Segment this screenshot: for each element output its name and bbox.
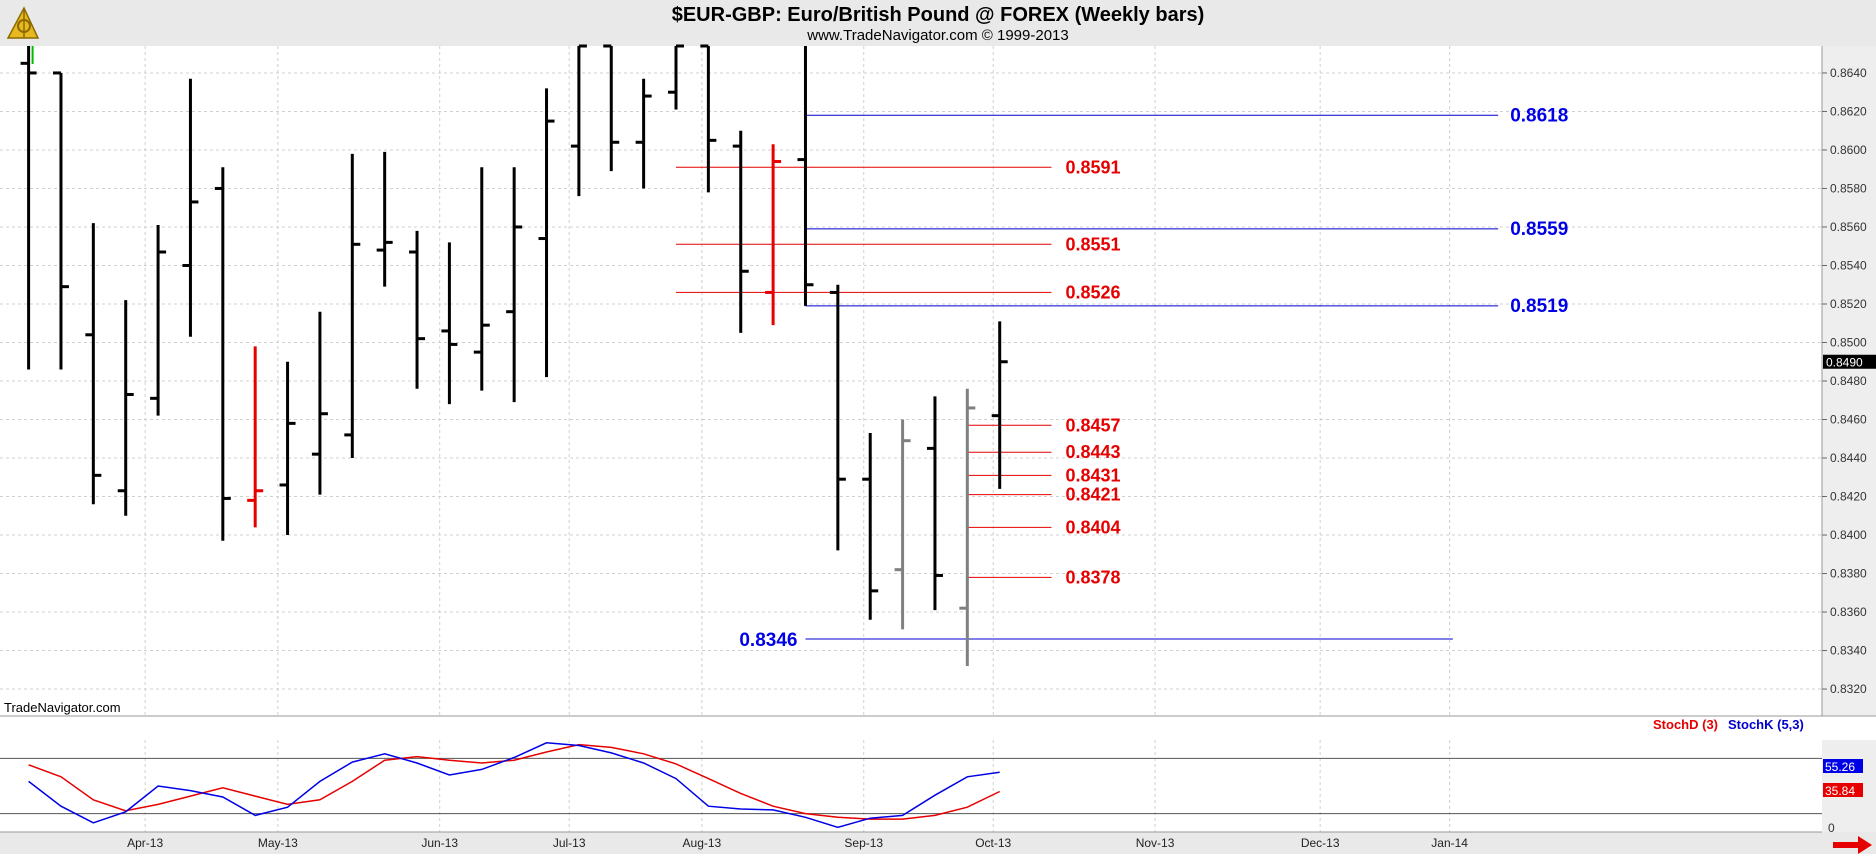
- price-tick-label: 0.8560: [1830, 220, 1867, 234]
- ohlc-bar: [441, 242, 458, 405]
- level-label: 0.8519: [1510, 296, 1568, 317]
- stochd-tag: 35.84: [1823, 783, 1863, 798]
- ohlc-bar: [700, 44, 717, 193]
- level-label: 0.8443: [1065, 442, 1120, 462]
- price-tick-label: 0.8460: [1830, 413, 1867, 427]
- price-tick-label: 0.8380: [1830, 567, 1867, 581]
- ohlc-bar: [926, 396, 943, 611]
- time-axis-ticks: Apr-13 May-13 Jun-13 Jul-13 Aug-13 Sep-13 Oct-…: [127, 836, 1468, 850]
- legend-stochd: StochD (3): [1653, 717, 1718, 732]
- chart-subtitle: www.TradeNavigator.com © 1999-2013: [806, 27, 1068, 44]
- stoch-axis-zero: 0: [1828, 821, 1835, 835]
- ohlc-bar: [765, 144, 782, 326]
- ohlc-bar: [668, 44, 684, 110]
- time-tick-label: Dec-13: [1301, 836, 1340, 850]
- price-axis[interactable]: [1822, 46, 1876, 716]
- price-levels: 0.8618 0.8591 0.8559 0.8551 0.8526 0.8519 0.84…: [676, 105, 1568, 651]
- price-tick-label: 0.8360: [1830, 605, 1867, 619]
- ohlc-bar: [959, 388, 976, 666]
- stochd-line: [28, 743, 1001, 820]
- time-tick-label: May-13: [258, 836, 298, 850]
- stoch-lines: [28, 742, 1001, 829]
- price-tick-label: 0.8640: [1830, 66, 1867, 80]
- time-tick-label: Sep-13: [844, 836, 883, 850]
- ohlc-bar: [732, 130, 749, 333]
- chart-title: $EUR-GBP: Euro/British Pound @ FOREX (We…: [672, 4, 1205, 26]
- price-tick-label: 0.8500: [1830, 335, 1867, 349]
- price-tick-label: 0.8320: [1830, 682, 1867, 696]
- ohlc-bar: [150, 225, 167, 416]
- ohlc-bar: [85, 223, 102, 505]
- ohlc-bar: [829, 284, 846, 551]
- ohlc-bar: [635, 78, 652, 189]
- time-tick-label: Jun-13: [421, 836, 458, 850]
- time-tick-label: Oct-13: [975, 836, 1011, 850]
- ohlc-bar: [279, 361, 296, 536]
- price-tick-label: 0.8440: [1830, 451, 1867, 465]
- level-label: 0.8591: [1065, 157, 1120, 177]
- ohlc-bar: [214, 167, 231, 541]
- time-tick-label: Jan-14: [1431, 836, 1468, 850]
- ohlc-bar: [570, 44, 587, 197]
- level-label: 0.8404: [1065, 517, 1120, 537]
- stochd-last-value: 35.84: [1825, 784, 1855, 798]
- ohlc-bar: [797, 46, 814, 306]
- price-tick-label: 0.8580: [1830, 181, 1867, 195]
- price-axis-ticks: 0.8320 0.8340 0.8360 0.8380 0.8400 0.8420 0.84…: [1822, 66, 1867, 696]
- price-bars: [20, 44, 1008, 666]
- ohlc-bar: [506, 167, 523, 403]
- last-price-tag: 0.8490: [1823, 354, 1876, 370]
- watermark: TradeNavigator.com: [4, 700, 121, 715]
- legend-stochk: StochK (5,3): [1728, 717, 1804, 732]
- sextant-icon: [6, 6, 40, 39]
- ohlc-bar: [52, 71, 69, 370]
- time-tick-label: Aug-13: [683, 836, 722, 850]
- stochk-last-value: 55.26: [1825, 760, 1855, 774]
- time-tick-label: Apr-13: [127, 836, 163, 850]
- level-label: 0.8551: [1065, 234, 1120, 254]
- ohlc-bar: [182, 78, 199, 337]
- right-arrow-icon[interactable]: [1833, 836, 1872, 854]
- price-tick-label: 0.8620: [1830, 104, 1867, 118]
- ohlc-bar: [376, 151, 393, 287]
- ohlc-bar: [20, 46, 37, 370]
- stochk-tag: 55.26: [1823, 759, 1863, 774]
- stoch-grid: [0, 740, 1822, 832]
- ohlc-bar: [603, 44, 620, 172]
- price-tick-label: 0.8480: [1830, 374, 1867, 388]
- level-label: 0.8431: [1065, 465, 1120, 485]
- stoch-panel: [0, 740, 1822, 832]
- level-label: 0.8346: [739, 630, 797, 651]
- ohlc-bar: [991, 321, 1008, 489]
- level-label: 0.8378: [1065, 567, 1120, 587]
- level-label: 0.8421: [1065, 485, 1120, 505]
- ohlc-bar: [409, 230, 426, 389]
- time-tick-label: Nov-13: [1136, 836, 1175, 850]
- last-price-label: 0.8490: [1826, 356, 1863, 370]
- ohlc-bar: [117, 300, 134, 516]
- price-tick-label: 0.8400: [1830, 528, 1867, 542]
- time-axis[interactable]: [0, 832, 1876, 854]
- ohlc-bar: [344, 153, 361, 459]
- level-label: 0.8559: [1510, 219, 1568, 240]
- price-tick-label: 0.8540: [1830, 258, 1867, 272]
- time-tick-label: Jul-13: [553, 836, 586, 850]
- price-tick-label: 0.8600: [1830, 143, 1867, 157]
- ohlc-bar: [473, 167, 490, 391]
- stochk-line: [28, 742, 1000, 829]
- ohlc-bar: [247, 346, 264, 528]
- price-tick-label: 0.8340: [1830, 644, 1867, 658]
- ohlc-bar: [538, 88, 555, 378]
- price-tick-label: 0.8520: [1830, 297, 1867, 311]
- ohlc-bar: [894, 419, 911, 630]
- price-grid: [0, 46, 1822, 716]
- level-label: 0.8457: [1065, 415, 1120, 435]
- level-label: 0.8526: [1065, 282, 1120, 302]
- ohlc-bar: [862, 432, 879, 620]
- ohlc-bar: [311, 311, 328, 495]
- price-tick-label: 0.8420: [1830, 490, 1867, 504]
- level-label: 0.8618: [1510, 105, 1568, 126]
